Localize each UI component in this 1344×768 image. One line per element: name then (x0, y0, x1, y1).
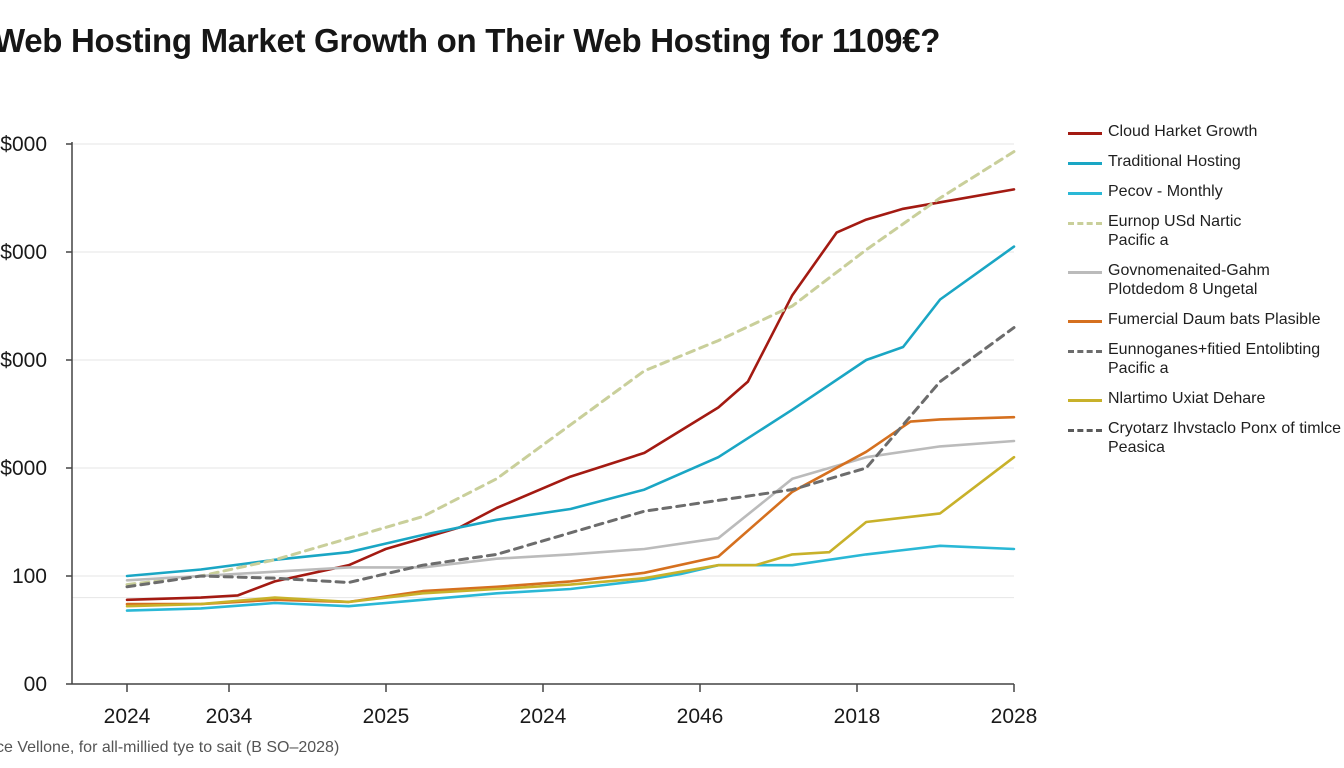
legend-label: Eunnoganes+fitied Entolibting Pacific a (1108, 341, 1321, 377)
series-line-5 (125, 439, 1016, 582)
legend-swatch (1068, 222, 1102, 225)
legend-item[interactable]: Cryotarz Ihvstaclo Ponx of timlce Peasic… (1066, 419, 1341, 457)
chart-legend: Cloud Harket Growth Traditional Hosting Pe… (1066, 122, 1341, 468)
y-tick-label: 100 (12, 565, 47, 588)
legend-label: Pecov - Monthly (1108, 183, 1223, 200)
y-tick-label: 00 (24, 673, 47, 696)
legend-swatch (1068, 429, 1102, 432)
legend-swatch (1068, 162, 1102, 165)
series-line-1 (125, 188, 1016, 602)
x-tick-label: 2018 (834, 705, 881, 728)
series-line-6 (125, 415, 1016, 606)
series-line-7 (125, 326, 1016, 589)
x-tick-label: 2028 (991, 705, 1038, 728)
legend-item[interactable]: Govnomenaited-Gahm Plotdedom 8 Ungetal (1066, 261, 1341, 299)
legend-swatch (1068, 320, 1102, 323)
legend-item[interactable]: Nlartimo Uxiat Dehare (1066, 389, 1341, 408)
y-tick-label: $000 (0, 133, 47, 156)
legend-label: Nlartimo Uxiat Dehare (1108, 390, 1266, 407)
legend-swatch (1068, 399, 1102, 402)
legend-item[interactable]: Traditional Hosting (1066, 152, 1341, 171)
legend-item[interactable]: Eunnoganes+fitied Entolibting Pacific a (1066, 340, 1341, 378)
x-tick-label: 2025 (363, 705, 410, 728)
legend-label: Cryotarz Ihvstaclo Ponx of timlce Peasic… (1108, 420, 1341, 456)
legend-label: Govnomenaited-Gahm Plotdedom 8 Ungetal (1108, 262, 1270, 298)
series-line-4 (125, 150, 1016, 587)
legend-label: Eurnop USd Nartic Pacific a (1108, 213, 1242, 249)
chart-footnote: ce Vellone, for all-millied tye to sait … (0, 739, 340, 756)
series-line-3 (125, 544, 1016, 612)
x-tick-label: 2024 (520, 705, 567, 728)
legend-item[interactable]: Eurnop USd Nartic Pacific a (1066, 212, 1341, 250)
x-tick-label: 2024 (104, 705, 151, 728)
y-tick-label: $000 (0, 349, 47, 372)
legend-swatch (1068, 132, 1102, 135)
chart-title: Web Hosting Market Growth on Their Web H… (0, 22, 941, 59)
legend-label: Cloud Harket Growth (1108, 123, 1258, 140)
legend-item[interactable]: Fumercial Daum bats Plasible (1066, 310, 1341, 329)
legend-label: Fumercial Daum bats Plasible (1108, 311, 1321, 328)
legend-item[interactable]: Pecov - Monthly (1066, 182, 1341, 201)
y-tick-label: $000 (0, 457, 47, 480)
series-line-2 (125, 245, 1016, 578)
x-tick-label: 2034 (206, 705, 253, 728)
legend-swatch (1068, 192, 1102, 195)
series-line-8 (125, 455, 1016, 608)
y-tick-label: $000 (0, 241, 47, 264)
legend-swatch (1068, 350, 1102, 353)
legend-swatch (1068, 271, 1102, 274)
legend-label: Traditional Hosting (1108, 153, 1241, 170)
legend-item[interactable]: Cloud Harket Growth (1066, 122, 1341, 141)
x-tick-label: 2046 (677, 705, 724, 728)
